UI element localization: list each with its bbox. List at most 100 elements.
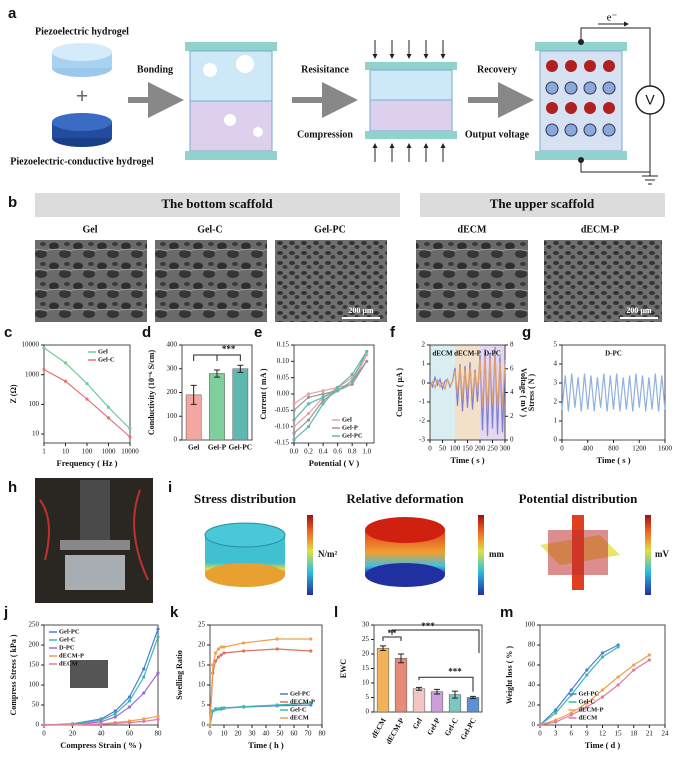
data-point bbox=[113, 709, 117, 713]
y-axis-label: Current ( mA ) bbox=[259, 368, 268, 420]
y-tick-label: 1 bbox=[422, 360, 426, 368]
panel-label: a bbox=[8, 5, 17, 22]
series-line bbox=[429, 346, 506, 437]
gel-disk bbox=[52, 43, 112, 61]
annotation: D-PC bbox=[605, 350, 622, 358]
error-bar bbox=[416, 686, 422, 691]
x-tick-label: 60 bbox=[126, 730, 134, 738]
title-bar bbox=[420, 193, 665, 217]
y-tick-label: 0.05 bbox=[277, 373, 290, 381]
electron-label: e⁻ bbox=[607, 12, 618, 24]
node bbox=[578, 39, 584, 45]
y-tick-label: 100 bbox=[167, 412, 178, 420]
x-tick-label: dECM bbox=[369, 716, 388, 739]
data-point bbox=[42, 367, 46, 372]
data-point bbox=[306, 402, 311, 406]
y-tick-label: 10 bbox=[198, 681, 206, 689]
y-tick-label: 0 bbox=[366, 708, 370, 716]
hydrogel-layer bbox=[369, 99, 453, 132]
data-point bbox=[42, 346, 46, 350]
x-tick-label: 3 bbox=[554, 730, 558, 738]
x-tick-label: 9 bbox=[585, 730, 589, 738]
image-label: Gel bbox=[83, 224, 98, 235]
bar bbox=[376, 647, 390, 713]
plate bbox=[535, 151, 627, 160]
sim-title: Potential distribution bbox=[519, 491, 639, 506]
data-point bbox=[216, 707, 220, 711]
data-point bbox=[350, 372, 354, 376]
x-axis-label: Time ( s ) bbox=[596, 455, 630, 465]
group-title: The bottom scaffold bbox=[161, 196, 273, 211]
legend-label: dECM-P bbox=[59, 652, 84, 659]
x-tick-label: 1 bbox=[42, 448, 46, 456]
sim-shape bbox=[205, 563, 285, 587]
data-point bbox=[42, 723, 46, 727]
series-line bbox=[539, 646, 619, 726]
data-point bbox=[554, 711, 558, 715]
step-label: Output voltage bbox=[465, 129, 530, 140]
image-label: Gel-C bbox=[197, 224, 223, 235]
data-point bbox=[309, 637, 313, 641]
y-tick-label: 10000 bbox=[22, 341, 40, 349]
dipoles bbox=[545, 60, 616, 137]
x-tick-label: 10000 bbox=[121, 448, 139, 456]
data-point bbox=[554, 708, 558, 712]
y-tick-label: 0.15 bbox=[277, 341, 290, 349]
data-point bbox=[106, 405, 111, 409]
annotation: D-PC bbox=[484, 350, 501, 358]
plate bbox=[365, 131, 457, 139]
data-point bbox=[554, 720, 558, 724]
error-bar bbox=[380, 645, 386, 652]
data-point bbox=[156, 671, 160, 675]
sig-bracket bbox=[418, 676, 474, 692]
data-point bbox=[309, 701, 313, 705]
error-bar bbox=[452, 690, 458, 699]
legend-label: D-PC bbox=[59, 644, 75, 651]
y-tick-label: -2 bbox=[419, 417, 425, 425]
legend-label: Gel-P bbox=[342, 424, 358, 431]
panel-label: f bbox=[390, 324, 396, 341]
data-point bbox=[336, 389, 340, 393]
y-tick-label: -1 bbox=[419, 398, 425, 406]
sim-shape bbox=[365, 517, 445, 543]
x-tick-label: Gel-PC bbox=[458, 716, 478, 741]
x-tick-label: Gel bbox=[411, 716, 424, 730]
x-tick-label: 250 bbox=[487, 445, 498, 453]
y-tick-label: 5 bbox=[554, 341, 558, 349]
data-point bbox=[222, 651, 226, 655]
legend-label: Gel-PC bbox=[342, 432, 363, 439]
panel-label: j bbox=[3, 604, 8, 621]
data-point bbox=[216, 647, 220, 651]
data-point bbox=[321, 395, 325, 399]
x-tick-label: 0 bbox=[428, 445, 432, 453]
y-tick-label: 1 bbox=[554, 417, 558, 425]
data-point bbox=[569, 688, 573, 692]
setup-photo bbox=[60, 540, 130, 550]
data-point bbox=[365, 359, 369, 363]
data-point bbox=[156, 627, 160, 631]
error-bar bbox=[190, 384, 197, 405]
y-tick-label: 30 bbox=[362, 621, 370, 629]
legend-label: dECM bbox=[579, 714, 598, 721]
y-tick-label: 0 bbox=[36, 721, 40, 729]
data-point bbox=[275, 647, 279, 651]
data-point bbox=[113, 721, 117, 726]
legend-label: Gel bbox=[342, 416, 352, 423]
data-point bbox=[585, 701, 589, 705]
legend-label: Gel-PC bbox=[290, 690, 311, 697]
panel-label: h bbox=[8, 479, 17, 496]
data-point bbox=[113, 712, 117, 716]
bar bbox=[412, 688, 426, 713]
plate bbox=[535, 42, 627, 51]
step-label: Bonding bbox=[137, 64, 173, 75]
data-point bbox=[600, 688, 605, 692]
data-point bbox=[242, 641, 246, 645]
sim-shape bbox=[365, 563, 445, 587]
data-point bbox=[219, 706, 223, 710]
sim-shape bbox=[548, 530, 608, 575]
data-point bbox=[309, 649, 313, 653]
x-tick-label: 60 bbox=[291, 730, 299, 738]
y-tick-label: -3 bbox=[419, 436, 425, 444]
pore bbox=[253, 127, 263, 137]
x-tick-label: 30 bbox=[249, 730, 257, 738]
